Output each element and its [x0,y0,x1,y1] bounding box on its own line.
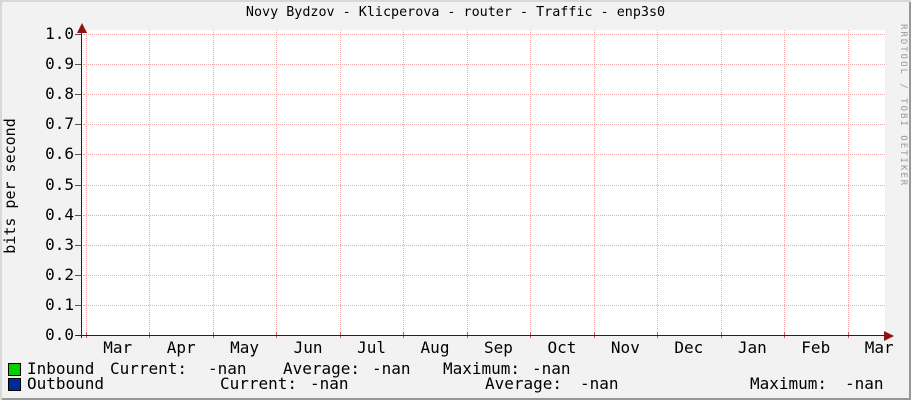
x-gridline [466,30,468,335]
x-tick-label: Jun [293,338,323,357]
x-tick-label: Feb [801,338,831,357]
outbound-average-value: -nan [580,374,619,393]
legend-swatch-inbound [8,363,21,376]
x-gridline [149,30,151,335]
x-tick-label: Dec [674,338,704,357]
x-gridline [784,30,786,335]
y-gridline [83,214,885,216]
y-tick-label: 0.3 [45,234,74,254]
y-tick-label: 0.4 [45,204,74,224]
y-tick-mark [75,214,82,216]
legend-swatch-outbound [8,378,21,391]
y-tick-label: 0.9 [45,54,74,74]
y-tick-mark [75,304,82,306]
y-tick-label: 0.0 [45,325,74,344]
x-gridline [530,30,532,335]
y-tick-mark [75,64,82,66]
x-axis-line [76,335,885,336]
y-tick-label: 0.6 [45,144,74,164]
y-tick-mark [75,94,82,96]
y-gridline [83,34,885,35]
y-tick-label: 0.7 [45,114,74,134]
y-gridline [83,154,885,156]
y-tick-mark [75,244,82,246]
x-tick-label: Aug [420,338,450,357]
x-tick-label: Nov [610,338,640,357]
x-tick-label: Jul [357,338,386,357]
inbound-average-label: Average: [283,359,361,378]
y-gridline [83,64,885,66]
y-tick-mark [75,184,82,186]
legend-label-inbound: Inbound [27,359,95,378]
x-tick-label: Mar [103,338,133,357]
plot-area [82,30,885,335]
y-gridline [83,304,885,306]
x-tick-label: Jan [737,338,767,357]
y-tick-mark [75,154,82,156]
x-gridline [403,30,405,335]
x-axis-arrow-icon [884,331,894,341]
x-tick-label: Oct [547,338,577,357]
x-gridline [339,30,341,335]
x-tick-label: Mar [864,338,894,357]
y-gridline [83,184,885,186]
y-gridline [83,124,885,126]
inbound-current-value: -nan [208,359,247,378]
x-tick-label: Apr [166,338,196,357]
graph-title: Novy Bydzov - Klicperova - router - Traf… [245,5,666,20]
y-tick-mark [75,34,82,35]
y-tick-mark [75,274,82,276]
y-tick-label: 0.2 [45,264,74,284]
y-tick-label: 0.8 [45,84,74,104]
rrdtool-watermark: RRDTOOL / TOBI OETIKER [898,24,908,188]
x-gridline [593,30,595,335]
y-tick-label: 0.1 [45,294,74,314]
y-tick-label: 0.5 [45,174,74,194]
x-gridline [720,30,722,335]
y-gridline [83,244,885,246]
outbound-current-label: Current: [220,374,298,393]
outbound-maximum-label: Maximum: [750,374,828,393]
y-axis-line [81,31,82,338]
x-gridline [657,30,659,335]
inbound-maximum-value: -nan [532,359,571,378]
y-tick-label: 1.0 [45,24,74,43]
inbound-maximum-label: Maximum: [443,359,521,378]
x-gridline [212,30,214,335]
outbound-average-label: Average: [485,374,563,393]
x-gridline [847,30,849,335]
legend-label-outbound: Outbound [27,374,105,393]
x-gridline [276,30,278,335]
y-axis-arrow-icon [77,23,87,33]
x-gridline [86,30,87,335]
outbound-current-value: -nan [310,374,349,393]
x-tick-label: Sep [484,338,513,357]
x-tick-label: May [230,338,260,357]
outbound-maximum-value: -nan [845,374,884,393]
inbound-current-label: Current: [110,359,188,378]
y-gridline [83,274,885,276]
inbound-average-value: -nan [372,359,411,378]
y-tick-mark [75,124,82,126]
y-axis-unit-label: bits per second [1,118,19,254]
y-gridline [83,94,885,96]
